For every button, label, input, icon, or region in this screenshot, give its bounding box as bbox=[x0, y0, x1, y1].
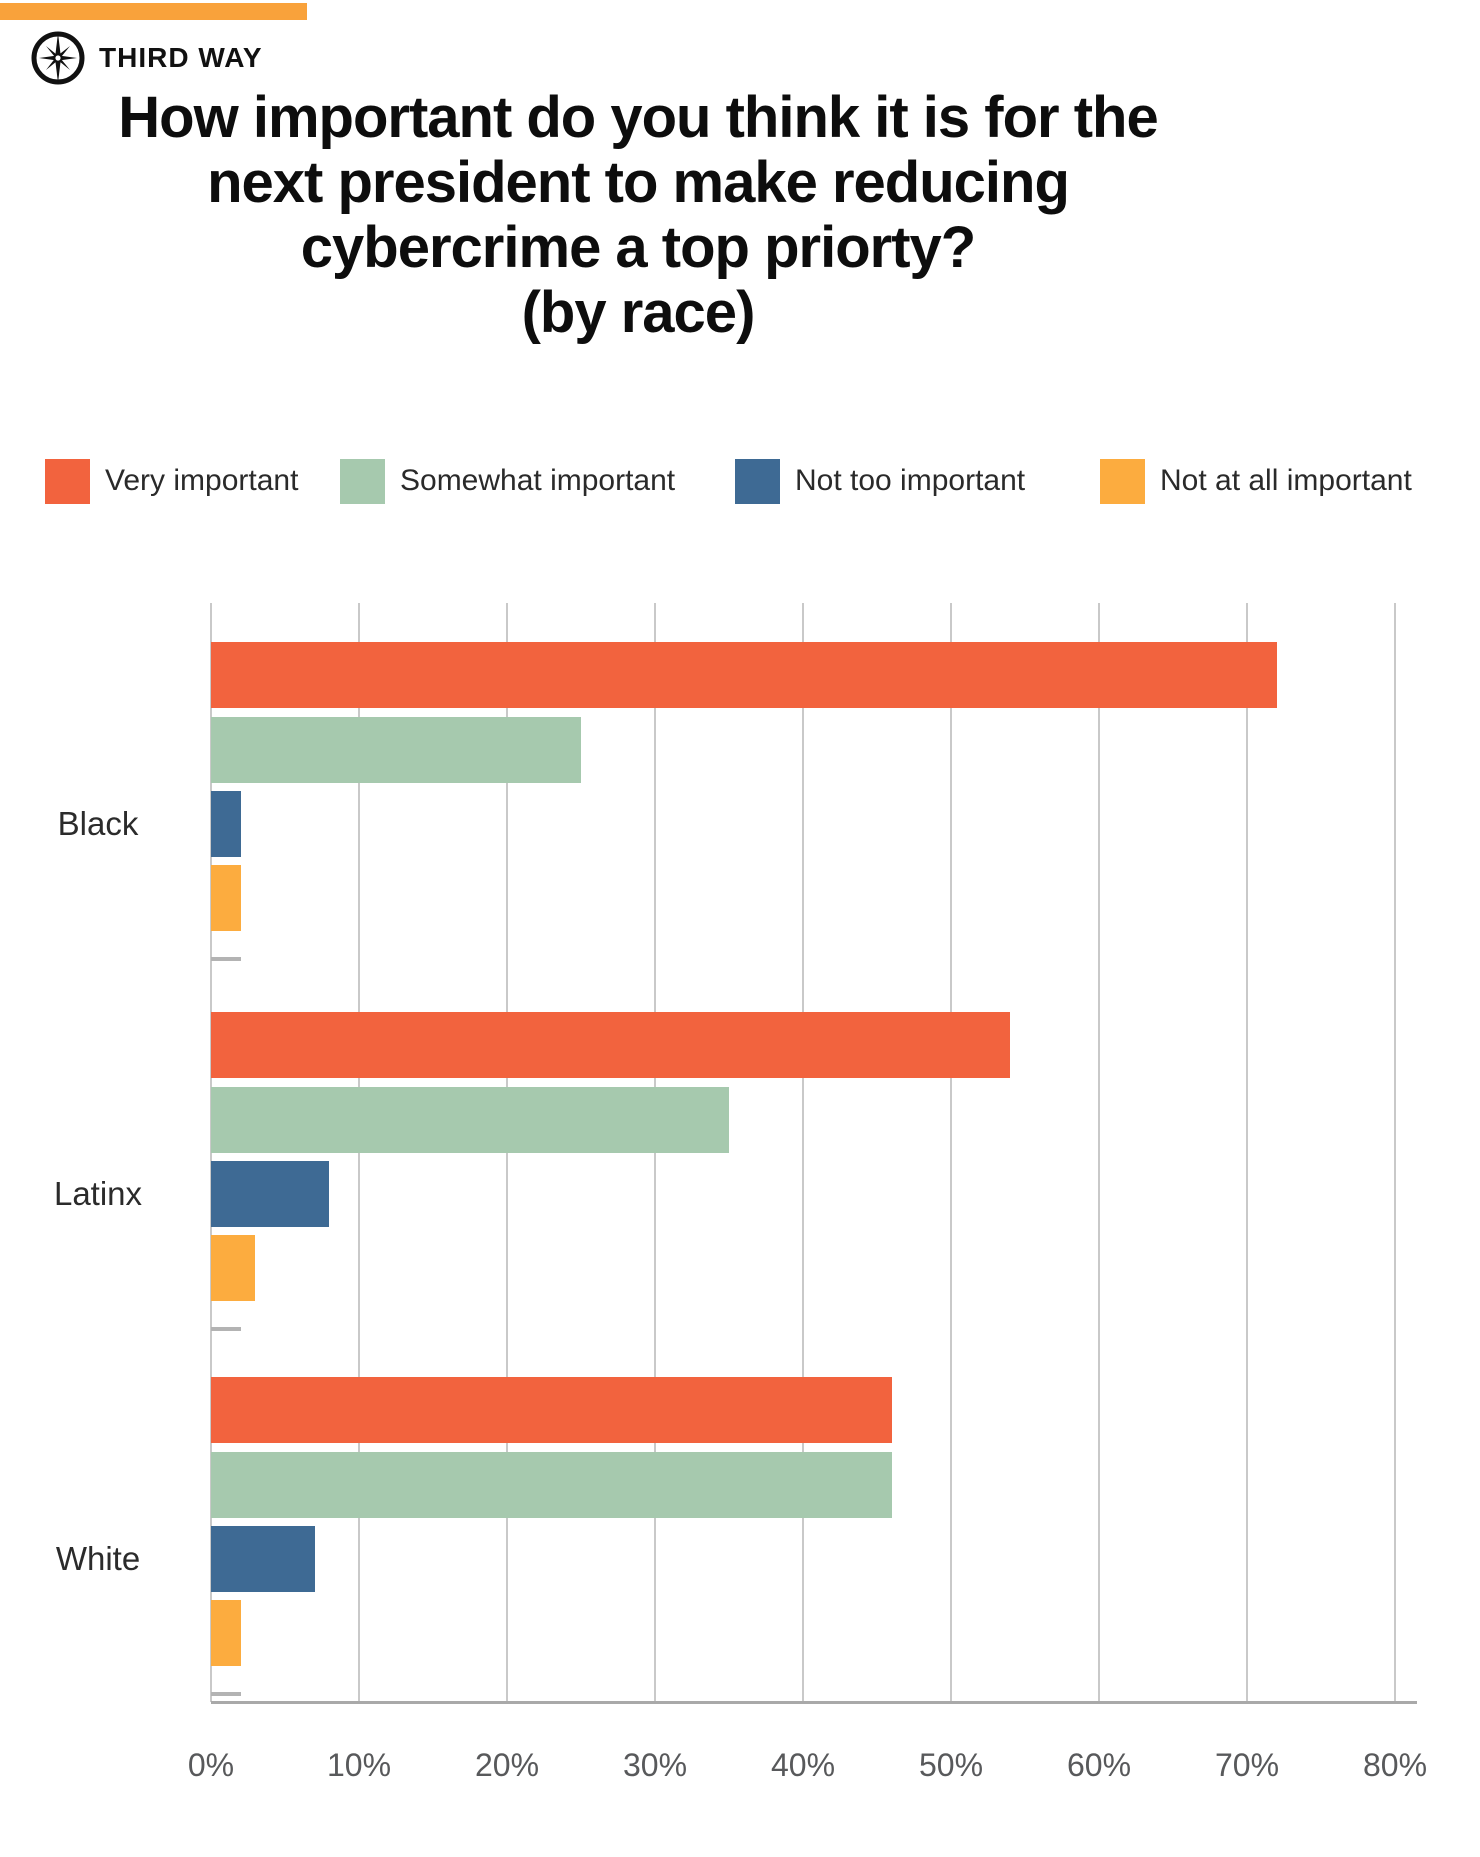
compass-icon bbox=[31, 31, 85, 85]
legend-item: Not too important bbox=[735, 457, 1025, 505]
bar-black-very-important bbox=[211, 642, 1277, 708]
legend-item: Somewhat important bbox=[340, 457, 675, 505]
bar-latinx-not-too-important bbox=[211, 1161, 330, 1227]
bar-black-somewhat-important bbox=[211, 717, 581, 783]
category-label-white: White bbox=[55, 1540, 141, 1577]
legend-swatch bbox=[340, 458, 385, 504]
x-tick-label: 30% bbox=[622, 1747, 688, 1783]
legend-item: Not at all important bbox=[1100, 457, 1412, 505]
legend-swatch bbox=[735, 458, 780, 504]
third-way-logo: THIRD WAY bbox=[30, 30, 263, 86]
bar-black-not-too-important bbox=[211, 791, 241, 857]
x-tick-label: 70% bbox=[1214, 1747, 1280, 1783]
x-tick-label: 10% bbox=[326, 1747, 392, 1783]
x-tick-label: 50% bbox=[918, 1747, 984, 1783]
legend-item: Very important bbox=[45, 457, 298, 505]
bar-white-unlabeled-gray bbox=[211, 1692, 241, 1696]
bar-black-unlabeled-gray bbox=[211, 957, 241, 961]
legend: Very important Somewhat important Not too … bbox=[0, 457, 1480, 505]
bar-white-very-important bbox=[211, 1377, 892, 1443]
bar-latinx-unlabeled-gray bbox=[211, 1327, 241, 1331]
gridline bbox=[950, 603, 952, 1702]
page-title: How important do you think it is for the… bbox=[118, 85, 1158, 345]
bar-latinx-somewhat-important bbox=[211, 1087, 729, 1153]
legend-label: Very important bbox=[105, 464, 299, 497]
bar-white-not-at-all-important bbox=[211, 1600, 241, 1666]
bar-latinx-very-important bbox=[211, 1012, 1011, 1078]
legend-label: Not at all important bbox=[1160, 464, 1412, 497]
x-tick-label: 80% bbox=[1362, 1747, 1428, 1783]
bar-latinx-not-at-all-important bbox=[211, 1235, 256, 1301]
legend-label: Not too important bbox=[795, 464, 1026, 497]
gridline bbox=[802, 603, 804, 1702]
gridline bbox=[1098, 603, 1100, 1702]
bar-white-somewhat-important bbox=[211, 1452, 892, 1518]
bar-white-not-too-important bbox=[211, 1526, 315, 1592]
category-label-latinx: Latinx bbox=[53, 1175, 143, 1212]
legend-label: Somewhat important bbox=[400, 464, 676, 497]
x-tick-label: 0% bbox=[187, 1747, 235, 1783]
brand-name: THIRD WAY bbox=[99, 42, 263, 73]
legend-swatch bbox=[45, 458, 90, 504]
x-tick-label: 60% bbox=[1066, 1747, 1132, 1783]
category-label-black: Black bbox=[57, 805, 139, 842]
bar-black-not-at-all-important bbox=[211, 865, 241, 931]
gridline bbox=[1394, 603, 1396, 1702]
legend-swatch bbox=[1100, 458, 1145, 504]
x-tick-label: 40% bbox=[770, 1747, 836, 1783]
top-accent-banner bbox=[0, 3, 307, 20]
plot-area bbox=[210, 603, 1417, 1704]
x-tick-label: 20% bbox=[474, 1747, 540, 1783]
gridline bbox=[1246, 603, 1248, 1702]
